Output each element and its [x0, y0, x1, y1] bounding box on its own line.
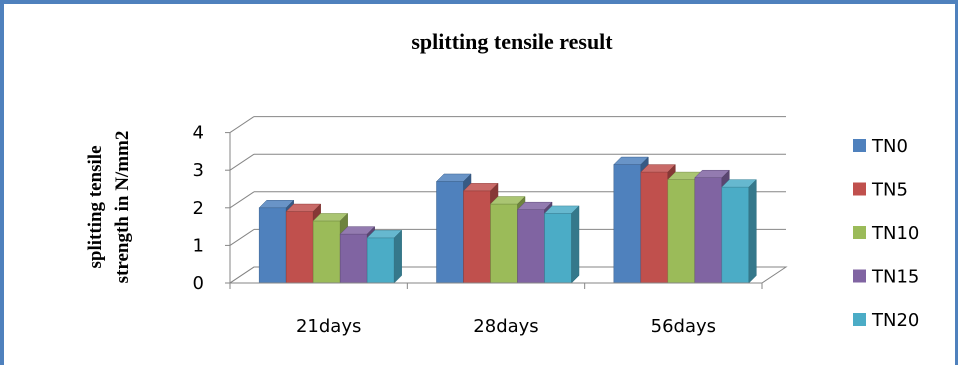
legend-item-TN0: TN0 [853, 136, 908, 157]
x-tick-label: 21days [296, 316, 361, 337]
legend-swatch [853, 226, 866, 239]
bars [258, 156, 757, 284]
y-tick-labels: 0 1 2 3 4 [193, 123, 204, 294]
y-tick-label: 0 [193, 273, 204, 294]
y-tick-label: 1 [193, 235, 204, 256]
chart-title: splitting tensile result [411, 29, 613, 54]
legend-label: TN5 [871, 180, 908, 201]
axes [225, 132, 763, 289]
legend-item-TN15: TN15 [853, 267, 919, 288]
gridline-side [229, 153, 255, 171]
x-tick-label: 56days [651, 316, 716, 337]
bar-TN20-56days [721, 179, 757, 284]
x-tick-label: 28days [473, 316, 538, 337]
gridline-side [229, 191, 255, 209]
y-axis-label-line2: strength in N/mm2 [112, 131, 133, 284]
legend-item-TN10: TN10 [853, 223, 919, 244]
y-tick-label: 2 [193, 198, 204, 219]
legend-swatch [853, 313, 866, 326]
legend-item-TN20: TN20 [853, 310, 919, 331]
legend-label: TN15 [871, 267, 919, 288]
legend-label: TN10 [871, 223, 919, 244]
legend-label: TN0 [871, 136, 908, 157]
gridline-side [229, 116, 255, 134]
legend-label: TN20 [871, 310, 919, 331]
y-tick-label: 4 [193, 123, 204, 144]
y-axis-label-line1: splitting tensile [85, 146, 106, 269]
legend-swatch [853, 182, 866, 196]
gridline-side [229, 228, 255, 246]
legend-swatch [853, 269, 866, 283]
bar-TN20-21days [366, 229, 403, 284]
legend-item-TN5: TN5 [853, 180, 908, 201]
x-tick-labels: 21days 28days 56days [296, 316, 716, 337]
legend-swatch [853, 139, 866, 152]
legend: TN0 TN5 TN10 TN15 TN20 [853, 136, 919, 331]
y-tick-label: 3 [193, 160, 204, 181]
bar-TN20-28days [543, 205, 580, 284]
